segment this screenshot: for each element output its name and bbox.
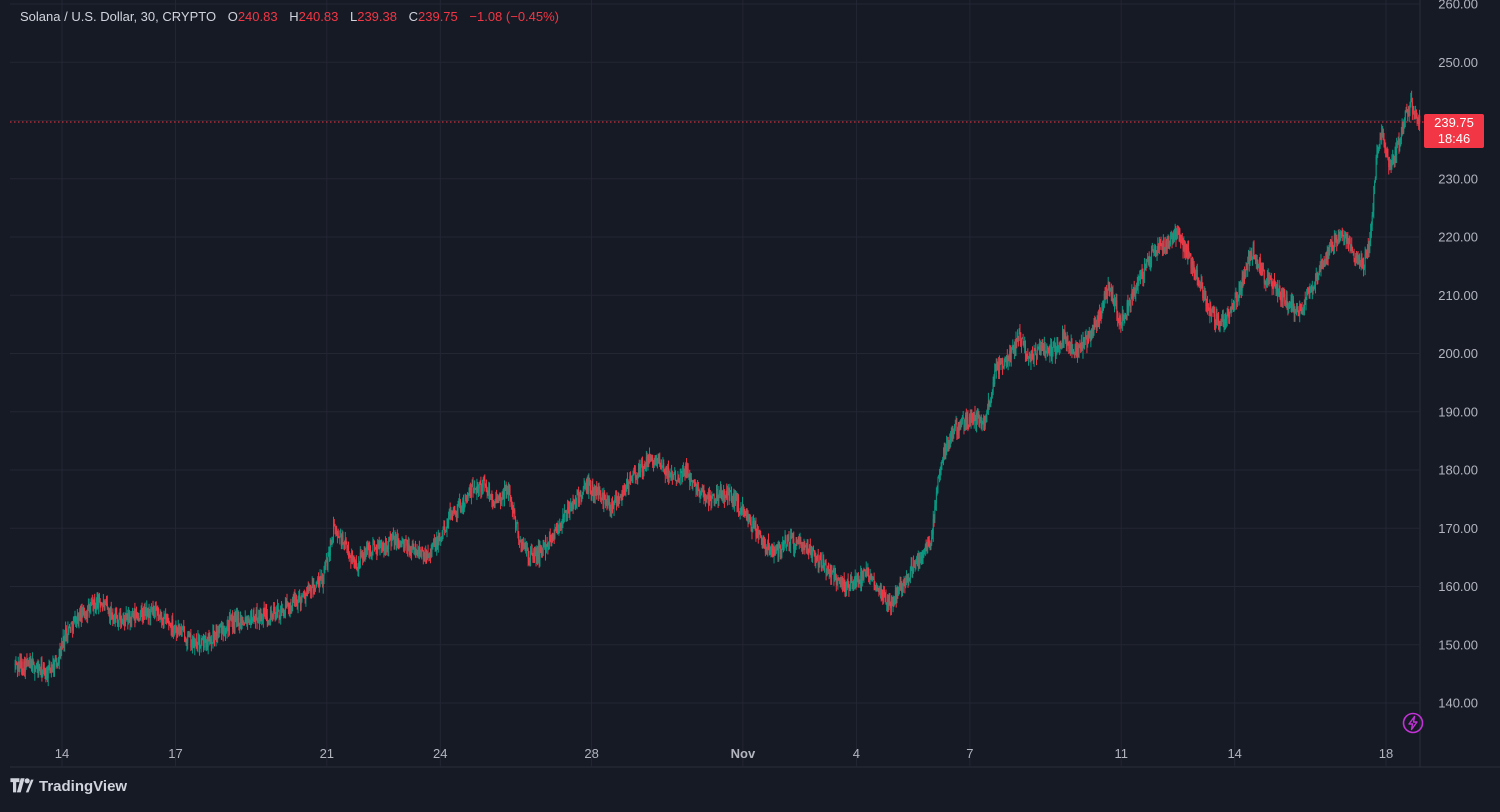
candle[interactable]: [831, 565, 832, 585]
candle-body: [327, 555, 328, 566]
candle-body: [1034, 350, 1035, 361]
candle-body: [1318, 275, 1319, 280]
candle-body: [863, 570, 864, 580]
candle[interactable]: [474, 480, 475, 493]
candle-body: [1235, 298, 1236, 303]
candle[interactable]: [729, 484, 730, 501]
candle[interactable]: [257, 603, 258, 629]
candle-body: [54, 662, 55, 671]
candle[interactable]: [484, 474, 485, 491]
candle[interactable]: [635, 465, 636, 483]
candle[interactable]: [444, 520, 445, 535]
candle-body: [738, 497, 739, 511]
candle[interactable]: [539, 541, 540, 567]
candle[interactable]: [428, 545, 429, 562]
candle[interactable]: [711, 491, 712, 508]
candle[interactable]: [1037, 344, 1038, 360]
candle[interactable]: [41, 656, 42, 681]
candle-body: [33, 660, 34, 662]
candle-body: [1107, 291, 1108, 299]
candle-body: [582, 495, 583, 496]
candle[interactable]: [504, 480, 505, 506]
candle-body: [590, 485, 591, 491]
candle-body: [372, 545, 373, 552]
candle-body: [1247, 264, 1248, 270]
candle-body: [729, 492, 730, 501]
candle-body: [1221, 321, 1222, 326]
candle[interactable]: [1264, 270, 1265, 289]
candle[interactable]: [937, 477, 938, 494]
candle[interactable]: [554, 524, 555, 540]
candle-body: [1004, 362, 1005, 364]
candle-body: [516, 523, 517, 528]
candle-body: [784, 543, 785, 546]
candle[interactable]: [588, 473, 589, 499]
candle[interactable]: [164, 611, 165, 629]
candle-body: [982, 424, 983, 428]
candle-body: [518, 534, 519, 541]
candle[interactable]: [1294, 306, 1295, 322]
candle-body: [471, 487, 472, 497]
candle-body: [325, 562, 326, 568]
candle-body: [119, 620, 120, 621]
candle[interactable]: [374, 540, 375, 551]
candle-body: [967, 417, 968, 425]
candle-body: [955, 424, 956, 428]
candle[interactable]: [564, 504, 565, 522]
candle[interactable]: [405, 539, 406, 551]
candle-body: [1151, 251, 1152, 263]
candle[interactable]: [54, 660, 55, 677]
candle[interactable]: [1144, 258, 1145, 283]
candle[interactable]: [472, 477, 473, 498]
candle-body: [1021, 338, 1022, 345]
candle-body: [994, 370, 995, 384]
candle[interactable]: [1107, 289, 1108, 304]
candle-body: [1037, 350, 1038, 359]
candle-body: [1038, 349, 1039, 350]
candle-body: [1253, 244, 1254, 256]
candle[interactable]: [1229, 312, 1230, 324]
candle-body: [315, 588, 316, 591]
candle-body: [937, 477, 938, 491]
candle[interactable]: [1021, 338, 1022, 353]
candle[interactable]: [675, 470, 676, 481]
candle-body: [1012, 350, 1013, 352]
candle-body: [675, 472, 676, 481]
candle-body: [1211, 313, 1212, 317]
candle-body: [229, 620, 230, 631]
